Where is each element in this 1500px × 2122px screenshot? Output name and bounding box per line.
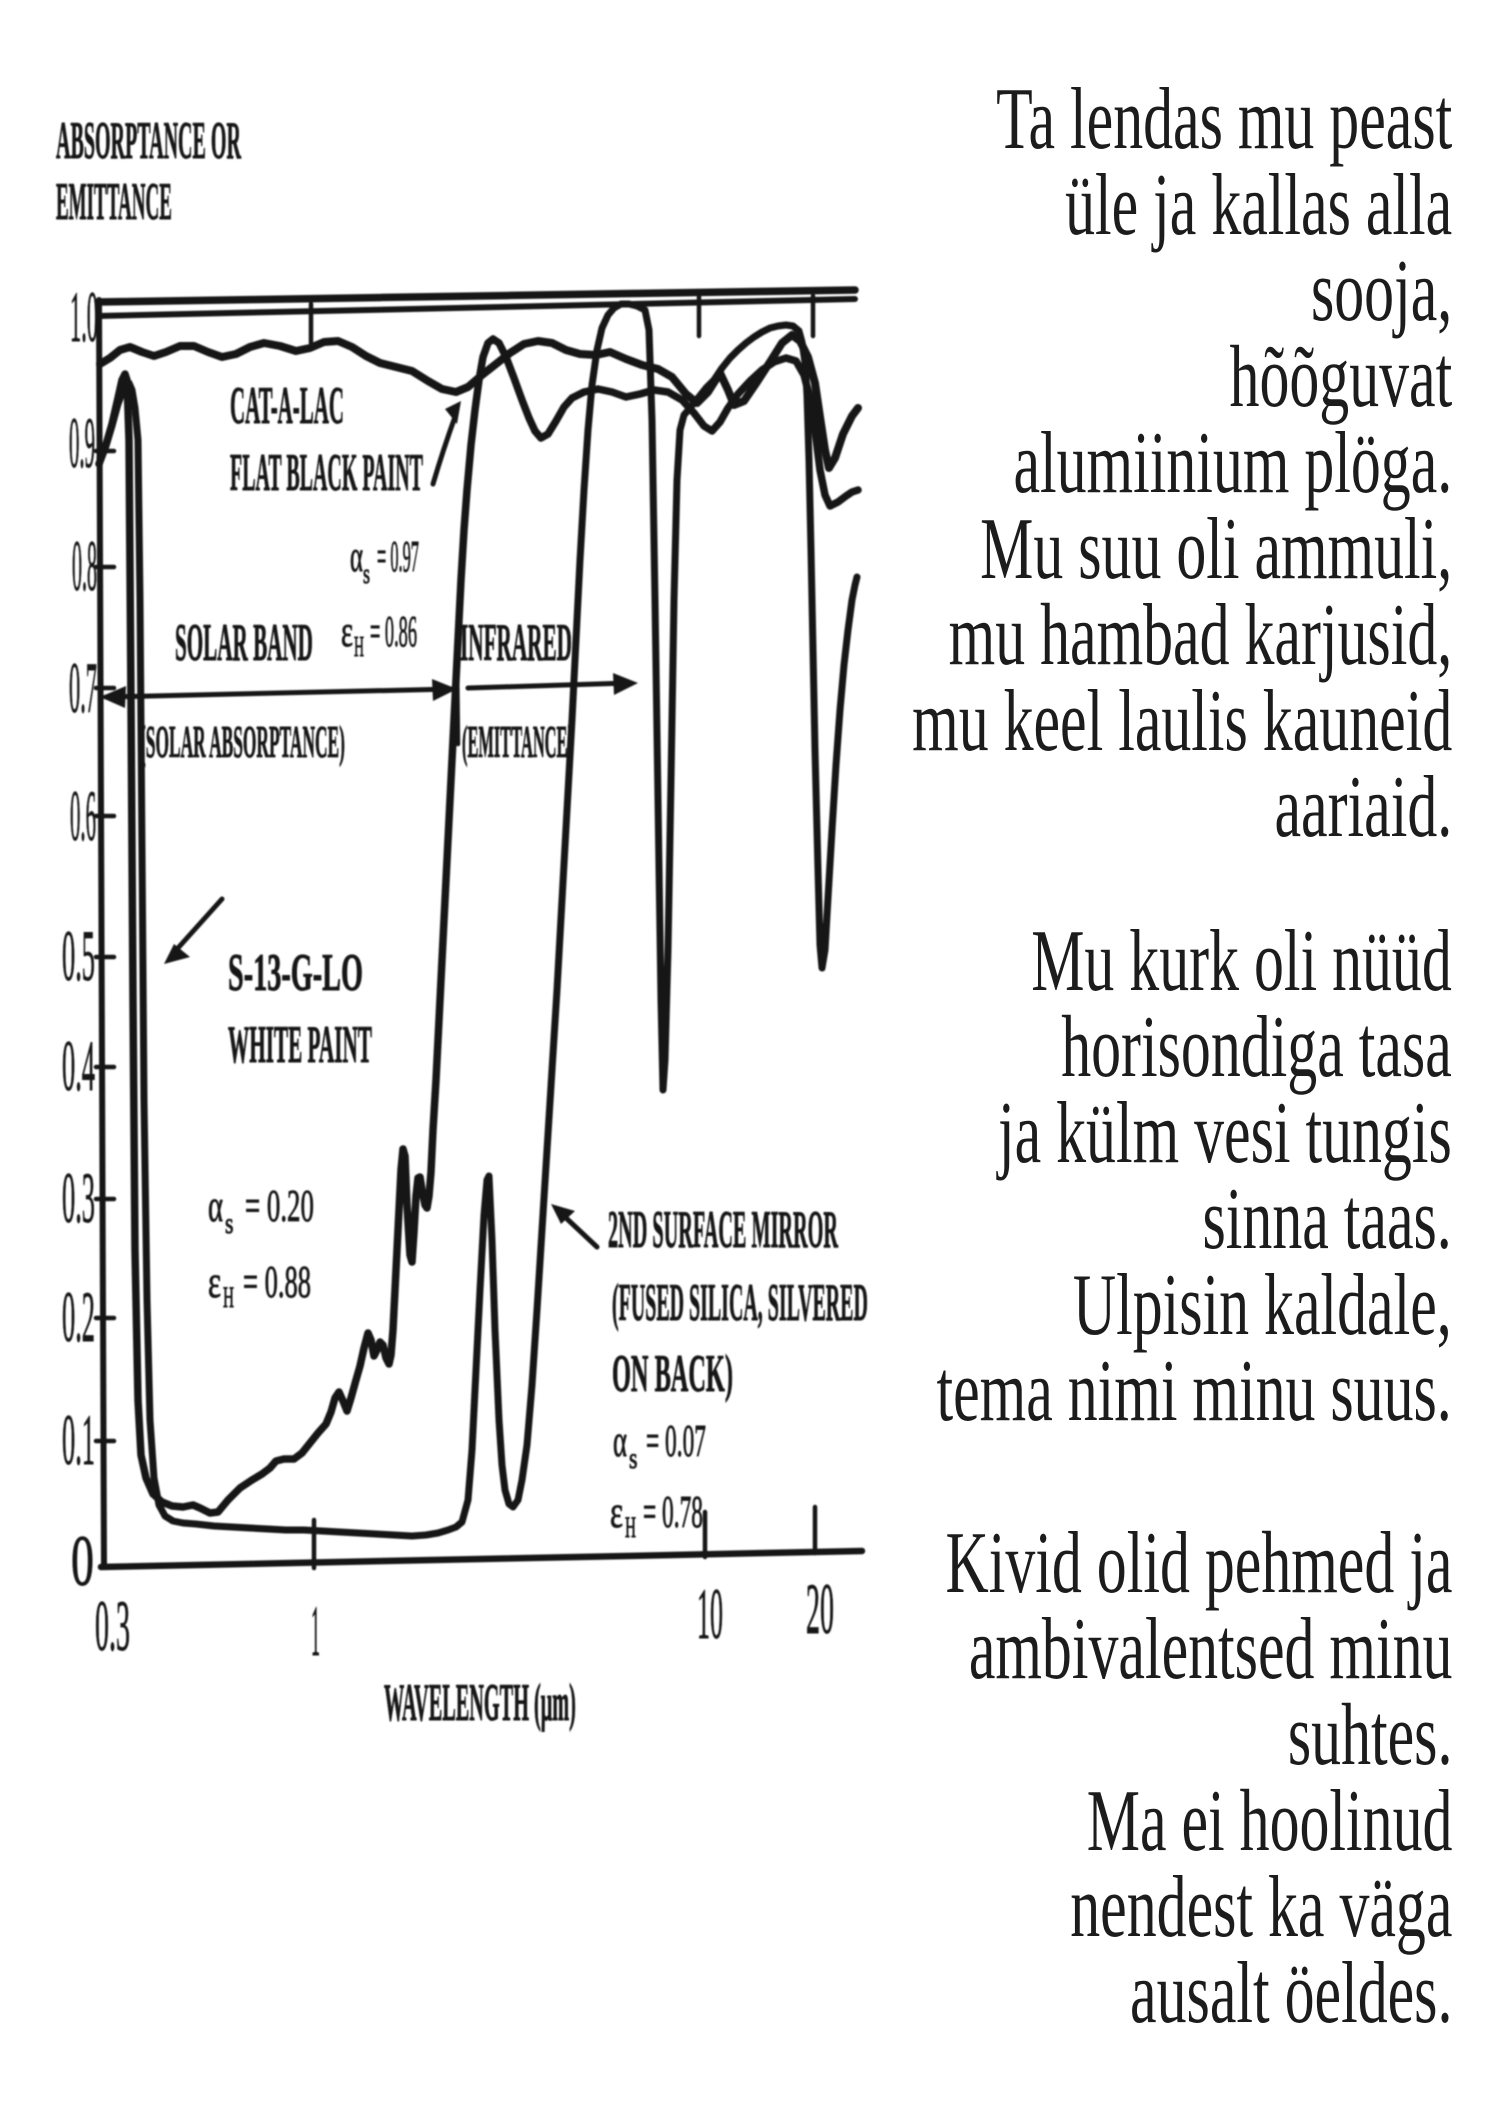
svg-text:0.2: 0.2 xyxy=(62,1277,95,1357)
svg-text:α: α xyxy=(208,1181,223,1231)
svg-text:CAT-A-LAC: CAT-A-LAC xyxy=(230,376,344,435)
svg-text:= 0.97: = 0.97 xyxy=(377,533,419,582)
svg-text:(FUSED SILICA, SILVERED: (FUSED SILICA, SILVERED xyxy=(612,1272,868,1332)
svg-text:0.8: 0.8 xyxy=(72,527,97,606)
svg-text:0.3: 0.3 xyxy=(95,1585,130,1665)
svg-text:SOLAR BAND: SOLAR BAND xyxy=(175,613,313,672)
svg-text:= 0.78: = 0.78 xyxy=(643,1485,703,1537)
svg-text:INFRARED: INFRARED xyxy=(460,613,572,672)
svg-text:1: 1 xyxy=(311,1592,320,1672)
svg-text:ε: ε xyxy=(610,1487,623,1537)
svg-text:= 0.86: = 0.86 xyxy=(370,608,417,656)
svg-text:WHITE PAINT: WHITE PAINT xyxy=(228,1015,372,1074)
svg-text:s: s xyxy=(629,1442,638,1475)
svg-text:H: H xyxy=(354,631,364,663)
svg-text:ε: ε xyxy=(208,1257,221,1307)
svg-text:0: 0 xyxy=(71,1522,94,1602)
svg-text:FLAT BLACK PAINT: FLAT BLACK PAINT xyxy=(230,442,423,502)
svg-text:0.5: 0.5 xyxy=(62,916,95,996)
svg-text:0.1: 0.1 xyxy=(62,1400,95,1480)
svg-text:α: α xyxy=(350,532,363,581)
svg-text:EMITTANCE: EMITTANCE xyxy=(56,172,172,231)
svg-text:10: 10 xyxy=(697,1574,723,1654)
svg-text:0.6: 0.6 xyxy=(70,778,96,857)
svg-text:S-13-G-LO: S-13-G-LO xyxy=(228,944,363,1003)
svg-text:0.3: 0.3 xyxy=(62,1158,95,1238)
svg-text:H: H xyxy=(223,1282,234,1315)
svg-text:H: H xyxy=(625,1512,636,1545)
svg-text:= 0.88: = 0.88 xyxy=(243,1258,311,1308)
svg-text:s: s xyxy=(363,559,370,590)
svg-text:20: 20 xyxy=(806,1568,834,1648)
svg-text:= 0.07: = 0.07 xyxy=(646,1414,706,1466)
svg-text:2ND SURFACE MIRROR: 2ND SURFACE MIRROR xyxy=(608,1199,839,1258)
svg-text:ON BACK): ON BACK) xyxy=(612,1343,733,1403)
svg-text:0.4: 0.4 xyxy=(62,1026,95,1106)
svg-text:= 0.20: = 0.20 xyxy=(245,1181,314,1232)
svg-text:ε: ε xyxy=(341,608,353,657)
svg-text:WAVELENGTH (μm): WAVELENGTH (μm) xyxy=(384,1672,576,1731)
svg-text:ABSORPTANCE OR: ABSORPTANCE OR xyxy=(56,110,241,170)
svg-text:0.7: 0.7 xyxy=(69,647,97,728)
svg-text:0.9: 0.9 xyxy=(69,405,95,484)
svg-text:s: s xyxy=(225,1207,234,1240)
svg-text:(SOLAR ABSORPTANCE): (SOLAR ABSORPTANCE) xyxy=(140,716,345,768)
svg-text:1.0: 1.0 xyxy=(70,276,98,357)
svg-text:α: α xyxy=(613,1416,627,1467)
svg-text:(EMITTANCE): (EMITTANCE) xyxy=(462,717,573,768)
